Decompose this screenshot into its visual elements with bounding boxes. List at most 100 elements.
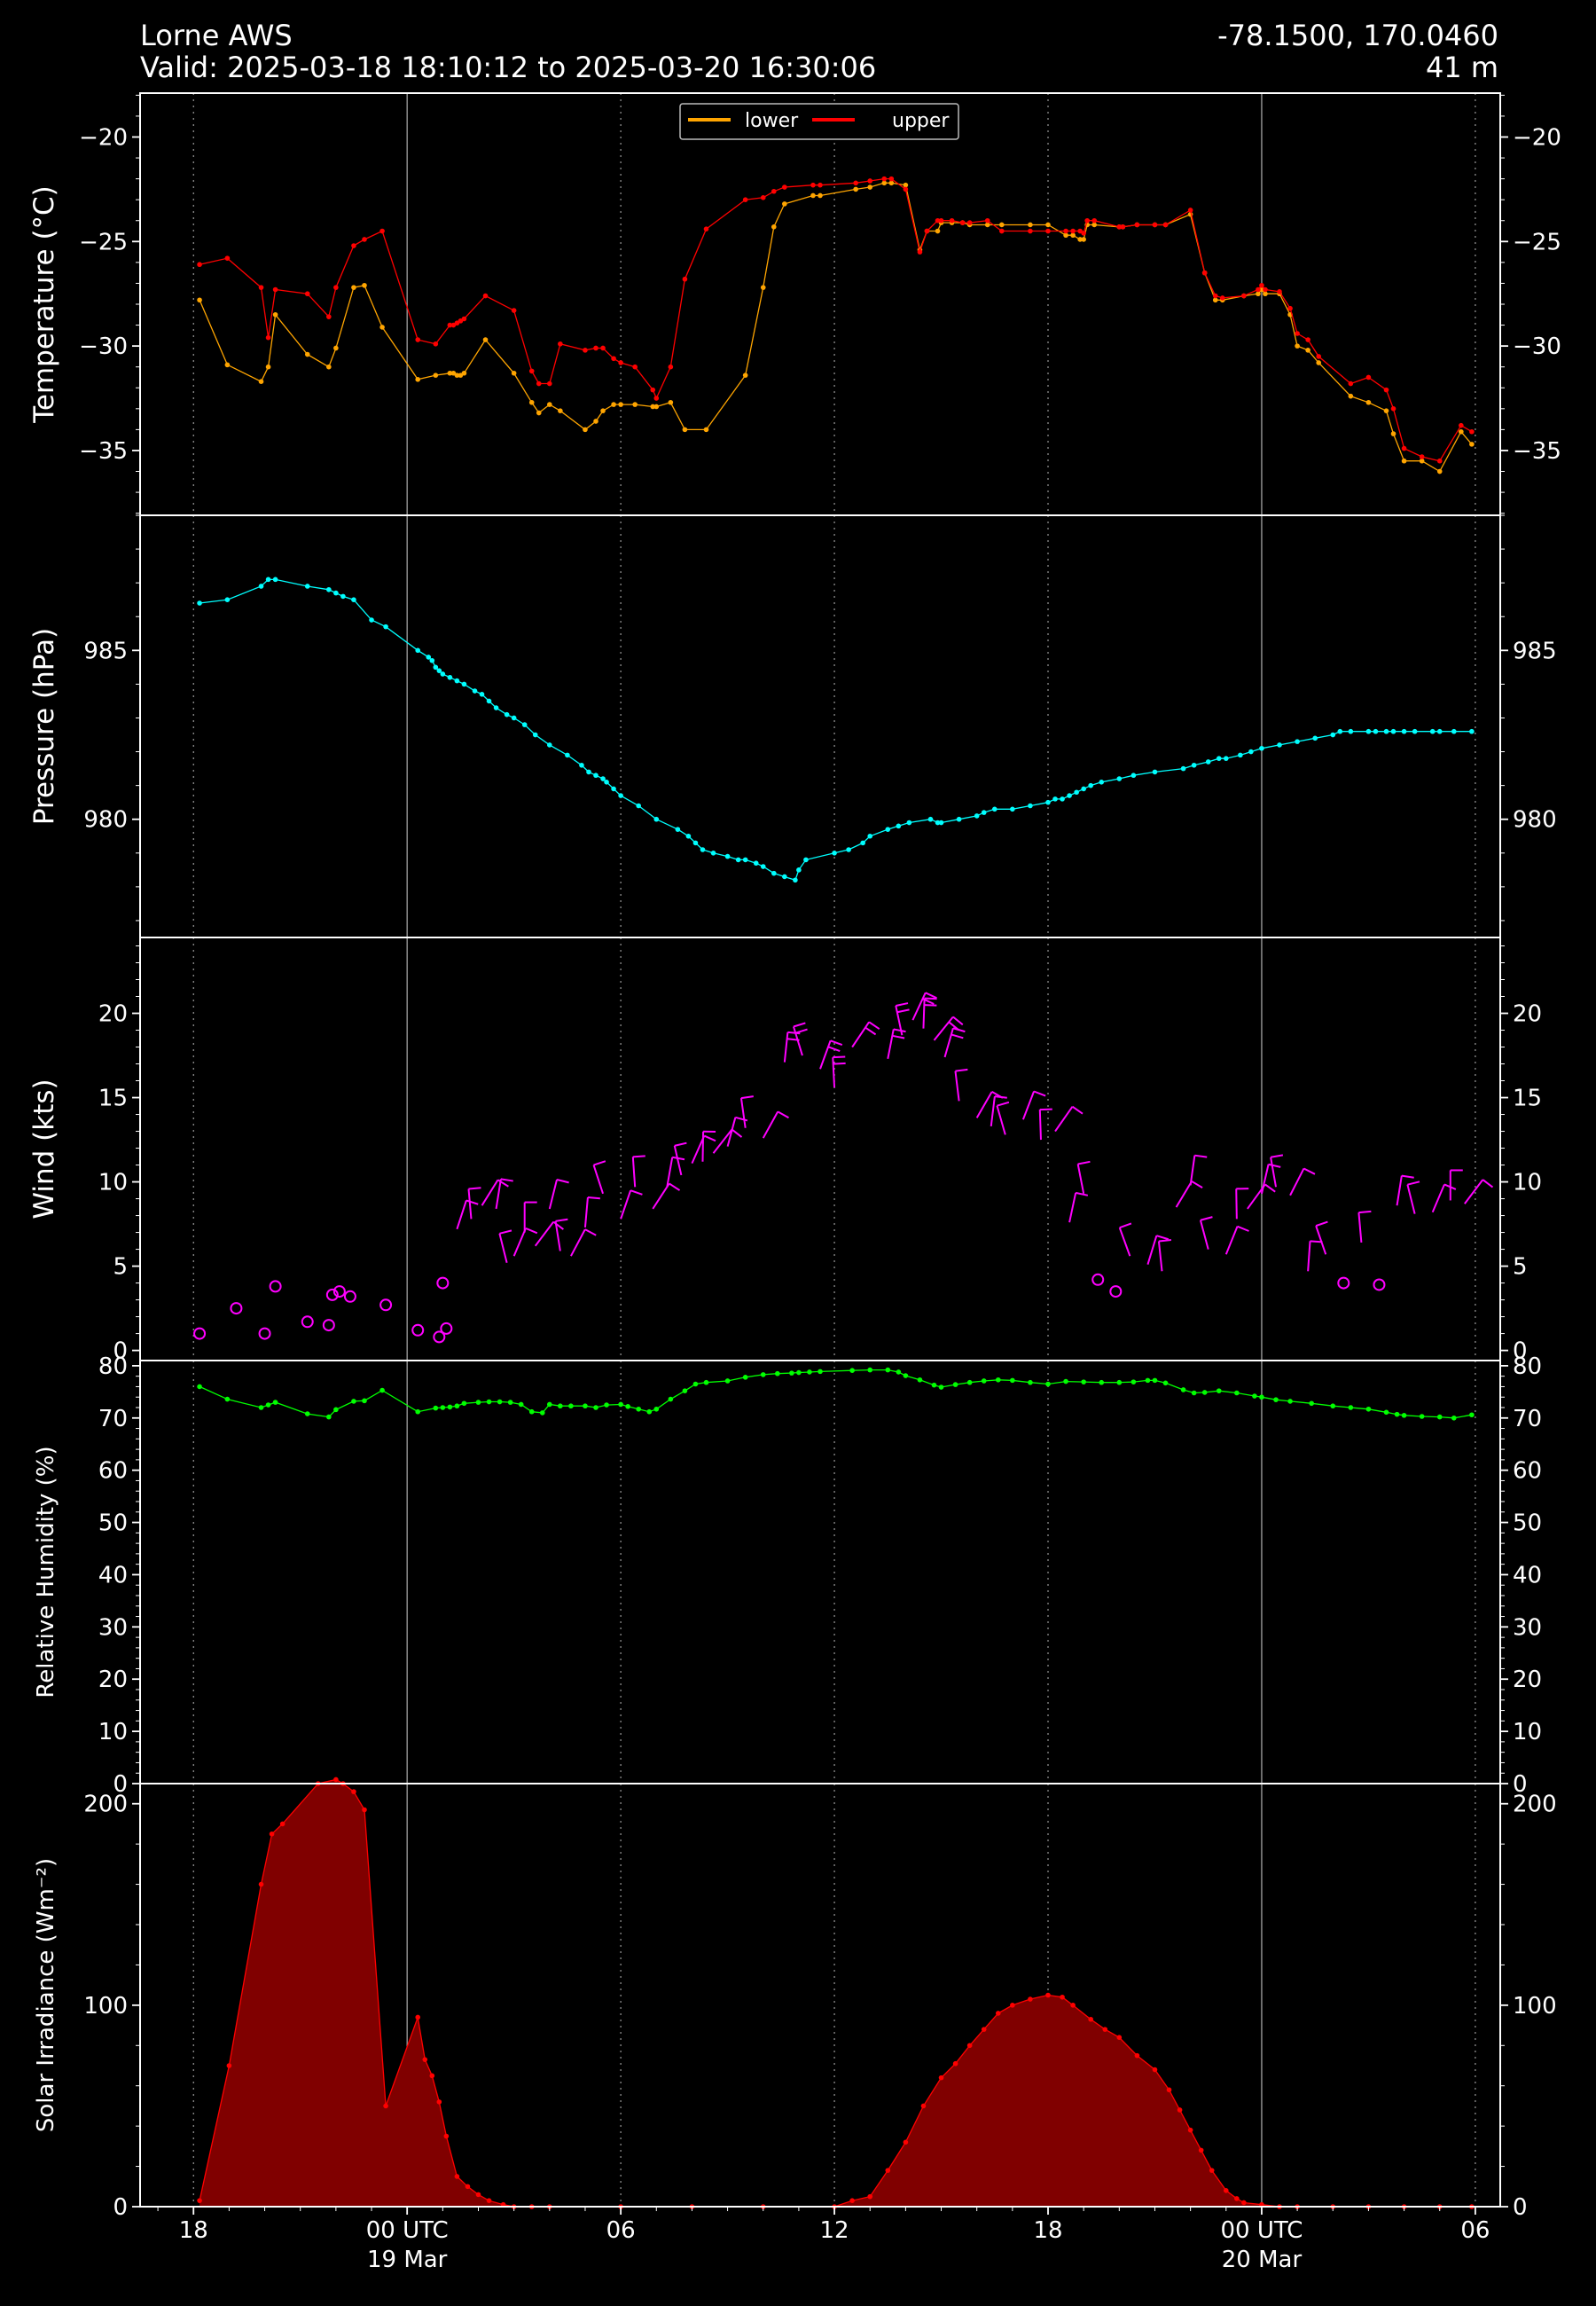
wind-barb-shaft: [652, 1182, 670, 1210]
pressure-point: [1348, 728, 1354, 734]
humidity-point: [547, 1401, 552, 1408]
wind-barb-shaft: [498, 1233, 508, 1264]
humidity-point: [224, 1396, 231, 1402]
pressure-point: [1277, 742, 1282, 748]
humidity-point: [1191, 1390, 1197, 1396]
pressure-point: [197, 600, 202, 606]
x-tick-label: 18: [1033, 2217, 1062, 2244]
upper-point: [1263, 286, 1268, 293]
wind-barb-flag: [787, 1031, 801, 1035]
wind-barb: [631, 1155, 645, 1188]
pressure-point: [867, 833, 873, 839]
upper-point: [888, 176, 895, 182]
humidity-point: [1162, 1380, 1169, 1386]
upper-point: [1256, 286, 1261, 293]
lower-point: [583, 427, 588, 433]
wind-barb-shaft: [887, 1029, 895, 1060]
pressure-point: [258, 584, 264, 589]
upper-point: [949, 217, 955, 224]
wind-barb-shaft: [762, 1110, 779, 1139]
irradiance-point: [454, 2174, 460, 2179]
lower-point: [351, 285, 356, 290]
lower-point: [415, 377, 421, 382]
y-tick-label: 10: [98, 1719, 128, 1745]
wind-barb: [726, 1116, 748, 1147]
wind-barb-shaft: [975, 1091, 993, 1118]
irradiance-point: [1070, 2003, 1076, 2008]
wind-barb-shaft: [495, 1179, 502, 1210]
irradiance-point: [226, 2063, 232, 2068]
station-name: Lorne AWS: [140, 19, 293, 52]
upper-point: [1259, 282, 1264, 288]
y-tick-label: 40: [98, 1562, 128, 1588]
pressure-point: [369, 617, 374, 623]
pressure-point: [1436, 728, 1443, 734]
pressure-point: [771, 870, 777, 876]
wind-y-label: Wind (kts): [28, 1078, 60, 1219]
x-tick-label: 12: [820, 2217, 849, 2244]
upper-point: [1383, 387, 1389, 393]
y-tick-label: 10: [98, 1170, 128, 1196]
valid-range: Valid: 2025-03-18 18:10:12 to 2025-03-20…: [140, 51, 877, 84]
wind-barb-shaft: [570, 1228, 586, 1257]
upper-point: [600, 345, 606, 351]
pressure-point: [675, 827, 681, 832]
wind-barb-shaft: [666, 1157, 674, 1188]
lower-point: [1263, 291, 1268, 297]
upper-point: [1277, 289, 1282, 294]
wind-barb-shaft: [1431, 1184, 1445, 1213]
lower-point: [224, 362, 231, 368]
humidity-point: [636, 1406, 641, 1412]
irradiance-panel: 0 0 100 100 200 200 Solar Irradiance (Wm⁻²): [33, 1777, 1557, 2221]
pressure-point: [700, 847, 706, 852]
x-date-label: 20 Mar: [1222, 2247, 1303, 2273]
humidity-point: [1383, 1409, 1389, 1416]
lower-point: [326, 364, 332, 370]
pressure-point: [782, 874, 787, 880]
lower-point: [1028, 222, 1033, 228]
y-tick-label: 0: [113, 2194, 128, 2221]
lower-point: [511, 370, 517, 376]
y-tick-label: 30: [1513, 1614, 1542, 1641]
humidity-point: [903, 1373, 909, 1378]
wind-barb-shaft: [739, 1097, 747, 1128]
lower-point: [461, 370, 467, 376]
upper-point: [433, 341, 439, 347]
humidity-point: [775, 1370, 780, 1377]
wind-calm-marker: [1109, 1285, 1123, 1298]
pressure-point: [326, 586, 332, 592]
upper-point: [903, 186, 909, 192]
humidity-point: [265, 1402, 271, 1408]
pressure-point: [429, 657, 435, 663]
lower-point: [1316, 360, 1321, 365]
pressure-frame: [139, 514, 1501, 938]
upper-point: [917, 249, 923, 255]
upper-point: [593, 345, 598, 351]
pressure-point: [1238, 752, 1243, 758]
wind-barb-shaft: [631, 1157, 637, 1188]
lower-point: [536, 410, 542, 416]
upper-point: [1116, 224, 1123, 230]
wind-barb-flag: [587, 1196, 600, 1200]
wind-barb: [895, 1002, 910, 1036]
humidity-point: [917, 1377, 923, 1383]
wind-barb-flag: [1268, 1163, 1281, 1168]
pressure-point: [803, 857, 809, 863]
wind-barb-flag: [1191, 1180, 1203, 1188]
upper-point: [938, 217, 944, 224]
wind-barb-shaft: [1270, 1157, 1277, 1188]
lower-point: [853, 186, 858, 192]
lower-point: [1077, 237, 1083, 242]
pressure-point: [224, 597, 231, 602]
humidity-point: [379, 1387, 385, 1393]
upper-point: [558, 341, 563, 347]
y-tick-label: 5: [1513, 1254, 1528, 1281]
upper-point: [1028, 228, 1033, 234]
pressure-point: [340, 593, 346, 600]
pressure-point: [461, 681, 467, 687]
upper-point: [632, 364, 638, 370]
upper-point: [362, 237, 367, 242]
irradiance-point: [1116, 2035, 1123, 2040]
wind-barb-flag: [1071, 1105, 1084, 1115]
wind-barb: [793, 1022, 808, 1056]
